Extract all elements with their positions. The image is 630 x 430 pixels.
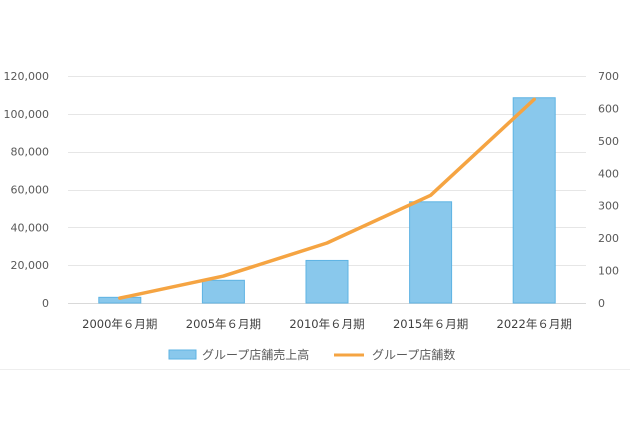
series-line [118, 97, 536, 300]
x-tick-label: 2010年６月期 [289, 317, 364, 331]
x-tick-label: 2015年６月期 [393, 317, 468, 331]
legend-label-line: グループ店舗数 [372, 347, 455, 362]
left-tick-label: 100,000 [4, 108, 50, 121]
left-tick-label: 60,000 [11, 184, 50, 197]
right-axis-ticks: 0 100 200 300 400 500 600 700 [598, 70, 619, 310]
legend: グループ店舗売上高 グループ店舗数 [168, 347, 455, 362]
left-tick-label: 120,000 [4, 70, 50, 83]
left-tick-label: 0 [42, 297, 49, 310]
bar [201, 279, 245, 304]
bar [512, 97, 556, 304]
bar [409, 201, 453, 304]
legend-swatch-bar [168, 349, 197, 360]
left-axis-ticks: 0 20,000 40,000 60,000 80,000 100,000 120,000 [4, 70, 50, 310]
right-tick-label: 600 [598, 102, 619, 115]
legend-label-bar: グループ店舗売上高 [202, 347, 309, 362]
left-tick-label: 80,000 [11, 146, 50, 159]
right-tick-label: 200 [598, 232, 619, 245]
left-tick-label: 40,000 [11, 221, 50, 234]
right-tick-label: 500 [598, 135, 619, 148]
bar-series [98, 97, 556, 304]
line-series [118, 97, 536, 300]
x-tick-label: 2000年６月期 [82, 317, 157, 331]
gridlines [68, 76, 586, 304]
right-tick-label: 0 [598, 297, 605, 310]
right-tick-label: 700 [598, 70, 619, 83]
right-tick-label: 400 [598, 167, 619, 180]
bar [305, 259, 349, 304]
right-tick-label: 300 [598, 200, 619, 213]
left-tick-label: 20,000 [11, 259, 50, 272]
x-tick-label: 2022年６月期 [497, 317, 572, 331]
right-tick-label: 100 [598, 265, 619, 278]
x-axis-ticks: 2000年６月期 2005年６月期 2010年６月期 2015年６月期 2022年６月期 [82, 317, 572, 331]
bottom-divider [0, 369, 630, 370]
x-tick-label: 2005年６月期 [186, 317, 261, 331]
